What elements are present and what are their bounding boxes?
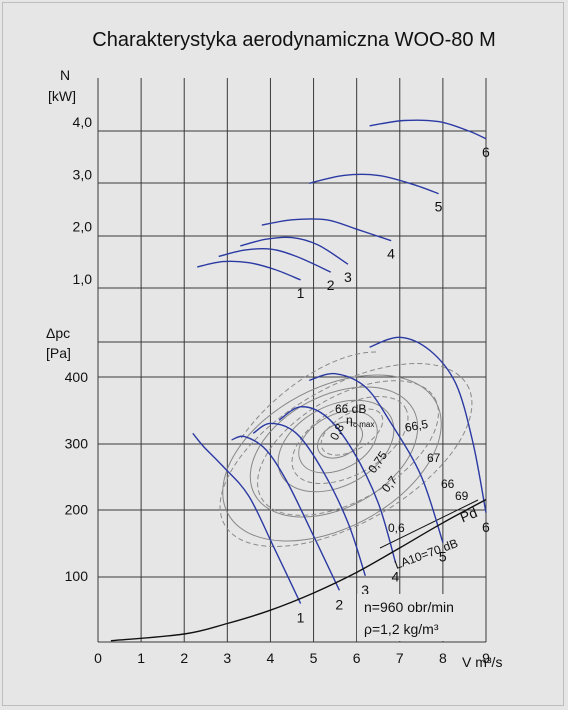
- dynamic-pressure-curve: Pd: [110, 498, 487, 642]
- grid-lines: [97, 78, 487, 643]
- power-curve-1: [197, 260, 301, 281]
- pressure-tick-label: 300: [65, 435, 89, 451]
- x-tick-label: 1: [137, 650, 145, 666]
- x-tick-label: 8: [439, 650, 447, 666]
- la10-line: [379, 499, 479, 549]
- power-curve-4: [261, 218, 392, 242]
- power-curve-5: [309, 173, 439, 195]
- pressure-curve-6: [369, 336, 487, 513]
- annotation-0-7: 0,7: [379, 473, 401, 495]
- info-box: [357, 594, 483, 641]
- x-tick-label: 2: [180, 650, 188, 666]
- pressure-curve-5: [308, 372, 444, 543]
- pressure-curve-4: [278, 406, 397, 563]
- annotation-66db: 66 dB: [335, 402, 366, 416]
- pressure-curve-1: [192, 432, 302, 604]
- x-tick-label: 0: [94, 650, 102, 666]
- x-tick-label: 9: [482, 650, 490, 666]
- dynamic-pressure-line: [110, 498, 487, 642]
- pressure-curve-label-3: 3: [361, 582, 369, 598]
- power-axis-label: N: [60, 67, 70, 83]
- efficiency-contours: [219, 351, 473, 547]
- power-curve-label-5: 5: [435, 199, 443, 215]
- pressure-axis-label: Δpc: [46, 325, 70, 341]
- annotation-eta: η: [346, 413, 353, 427]
- power-curve-label-2: 2: [327, 277, 335, 293]
- x-tick-label: 6: [353, 650, 361, 666]
- power-curve-3: [240, 236, 349, 265]
- annotation-la10: LA10=70 dB: [393, 536, 460, 572]
- power-tick-label: 3,0: [73, 166, 93, 182]
- pressure-curves: 1 2 3 4 5 6: [192, 336, 490, 626]
- pressure-curve-2: [231, 435, 341, 591]
- pressure-curve-3: [252, 422, 366, 577]
- x-tick-label: 5: [310, 650, 318, 666]
- x-tick-label: 4: [267, 650, 275, 666]
- dynamic-pressure-label: Pd: [458, 504, 480, 525]
- pressure-curve-label-4: 4: [391, 569, 399, 585]
- power-curve-label-1: 1: [297, 285, 305, 301]
- annotation-eta-sub: c max: [353, 420, 374, 429]
- power-tick-label: 2,0: [73, 219, 93, 235]
- pressure-axis-unit: [Pa]: [46, 345, 71, 361]
- annotation-67: 67: [427, 451, 441, 465]
- info-speed: n=960 obr/min: [364, 599, 454, 615]
- annotation-0-8: 0,8: [327, 421, 347, 443]
- info-density: ρ=1,2 kg/m³: [364, 621, 439, 637]
- pressure-tick-label: 100: [65, 568, 89, 584]
- power-curve-label-6: 6: [482, 144, 490, 160]
- x-tick-label: 3: [223, 650, 231, 666]
- noise-contours: [222, 374, 442, 542]
- annotation-69: 69: [455, 489, 469, 503]
- pressure-curve-label-2: 2: [335, 596, 343, 612]
- pressure-curve-label-5: 5: [439, 549, 447, 565]
- power-curve-label-3: 3: [344, 269, 352, 285]
- annotation-66-5: 66,5: [404, 417, 430, 435]
- pressure-curve-label-6: 6: [482, 519, 490, 535]
- pressure-tick-label: 200: [65, 502, 89, 518]
- annotation-0-6: 0,6: [388, 521, 405, 535]
- power-axis-unit: [kW]: [48, 88, 76, 104]
- pressure-curve-label-1: 1: [297, 610, 305, 626]
- power-tick-label: 1,0: [73, 271, 93, 287]
- pressure-tick-label: 400: [65, 369, 89, 385]
- x-tick-label: 7: [396, 650, 404, 666]
- x-axis-label: V m³/s: [462, 654, 502, 670]
- chart-title: Charakterystyka aerodynamiczna WOO-80 M: [92, 29, 495, 51]
- power-curve-6: [369, 119, 487, 140]
- power-tick-label: 4,0: [73, 114, 93, 130]
- annotation-66: 66: [441, 477, 455, 491]
- power-curve-label-4: 4: [387, 246, 395, 262]
- power-curve-2: [218, 247, 332, 273]
